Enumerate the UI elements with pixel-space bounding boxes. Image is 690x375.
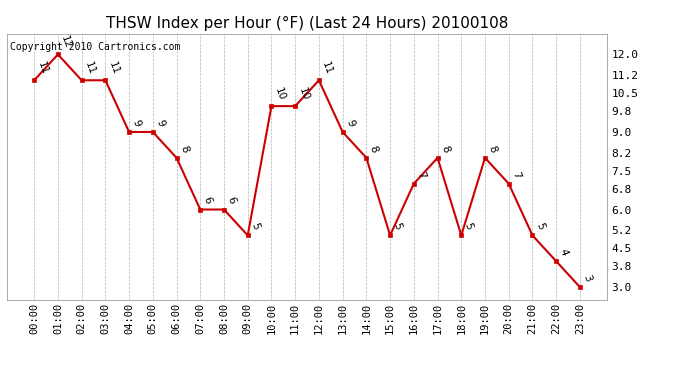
Text: 8: 8 <box>486 144 498 154</box>
Text: 9: 9 <box>130 118 142 128</box>
Text: 10: 10 <box>297 86 310 102</box>
Text: 8: 8 <box>439 144 451 154</box>
Text: 11: 11 <box>36 60 50 76</box>
Text: 3: 3 <box>581 273 593 283</box>
Text: 12: 12 <box>59 34 73 50</box>
Text: 7: 7 <box>415 170 427 180</box>
Title: THSW Index per Hour (°F) (Last 24 Hours) 20100108: THSW Index per Hour (°F) (Last 24 Hours)… <box>106 16 509 31</box>
Text: 5: 5 <box>249 222 261 231</box>
Text: 6: 6 <box>201 196 213 206</box>
Text: 11: 11 <box>83 60 97 76</box>
Text: 8: 8 <box>368 144 380 154</box>
Text: Copyright 2010 Cartronics.com: Copyright 2010 Cartronics.com <box>10 42 180 52</box>
Text: 6: 6 <box>226 196 237 206</box>
Text: 7: 7 <box>510 170 522 180</box>
Text: 9: 9 <box>154 118 166 128</box>
Text: 5: 5 <box>463 222 474 231</box>
Text: 11: 11 <box>107 60 121 76</box>
Text: 4: 4 <box>558 248 569 257</box>
Text: 5: 5 <box>534 222 546 231</box>
Text: 11: 11 <box>320 60 334 76</box>
Text: 8: 8 <box>178 144 190 154</box>
Text: 5: 5 <box>391 222 403 231</box>
Text: 9: 9 <box>344 118 355 128</box>
Text: 10: 10 <box>273 86 287 102</box>
